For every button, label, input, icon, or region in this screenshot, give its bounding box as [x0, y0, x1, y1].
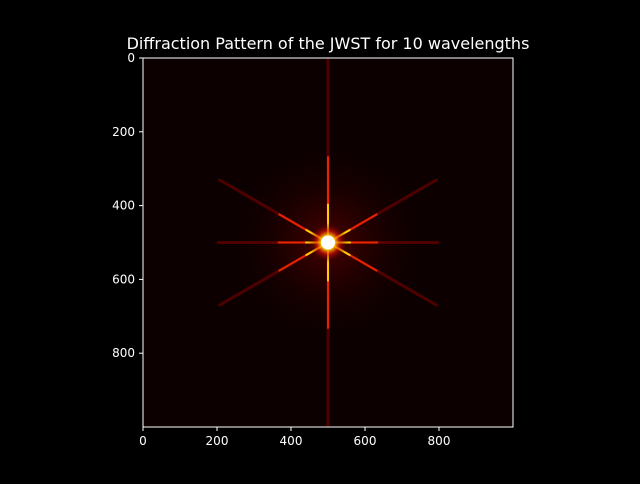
- x-tick-label: 0: [139, 434, 147, 448]
- y-tick-label: 600: [112, 272, 135, 286]
- diffraction-peak: [321, 235, 335, 250]
- x-tick-label: 200: [206, 434, 229, 448]
- diffraction-pattern: [216, 58, 440, 427]
- x-axis: 0 200 400 600 800: [139, 427, 450, 448]
- x-tick-label: 400: [280, 434, 303, 448]
- y-axis: 0 200 400 600 800: [112, 51, 143, 360]
- x-tick-label: 600: [354, 434, 377, 448]
- y-tick-label: 800: [112, 346, 135, 360]
- x-tick-label: 800: [428, 434, 451, 448]
- y-tick-label: 400: [112, 199, 135, 213]
- y-tick-label: 0: [127, 51, 135, 65]
- plot-frame: [142, 57, 514, 428]
- y-tick-label: 200: [112, 125, 135, 139]
- chart-title: Diffraction Pattern of the JWST for 10 w…: [127, 34, 530, 53]
